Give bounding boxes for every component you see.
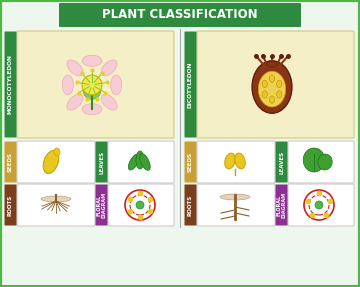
FancyBboxPatch shape	[185, 185, 197, 226]
Ellipse shape	[235, 153, 245, 169]
Ellipse shape	[303, 148, 325, 172]
Text: DICOTYLEDON: DICOTYLEDON	[188, 61, 193, 108]
Ellipse shape	[318, 154, 332, 170]
Circle shape	[136, 201, 144, 209]
Ellipse shape	[111, 75, 122, 95]
Text: SEEDS: SEEDS	[188, 152, 193, 172]
Ellipse shape	[262, 80, 267, 88]
Ellipse shape	[140, 154, 150, 170]
Ellipse shape	[267, 61, 277, 67]
FancyBboxPatch shape	[185, 32, 197, 137]
Ellipse shape	[54, 148, 60, 156]
FancyBboxPatch shape	[17, 31, 174, 138]
Ellipse shape	[67, 94, 83, 110]
FancyBboxPatch shape	[288, 184, 354, 226]
Circle shape	[82, 75, 102, 95]
FancyBboxPatch shape	[275, 185, 288, 226]
Circle shape	[315, 201, 323, 209]
Ellipse shape	[262, 91, 267, 98]
Ellipse shape	[269, 75, 275, 82]
Ellipse shape	[128, 154, 140, 170]
Text: FLORAL
DIAGRAM: FLORAL DIAGRAM	[96, 192, 107, 218]
Ellipse shape	[220, 194, 250, 200]
FancyBboxPatch shape	[197, 141, 275, 183]
Ellipse shape	[225, 153, 235, 169]
Text: ROOTS: ROOTS	[188, 194, 193, 216]
Ellipse shape	[82, 104, 102, 115]
Text: FLORAL
DIAGRAM: FLORAL DIAGRAM	[276, 192, 287, 218]
Circle shape	[83, 82, 101, 99]
FancyBboxPatch shape	[95, 185, 108, 226]
FancyBboxPatch shape	[4, 141, 17, 183]
Text: SEEDS: SEEDS	[8, 152, 13, 172]
Ellipse shape	[43, 150, 59, 174]
FancyBboxPatch shape	[288, 141, 354, 183]
FancyBboxPatch shape	[4, 185, 17, 226]
Ellipse shape	[136, 151, 144, 169]
Ellipse shape	[101, 60, 117, 76]
Ellipse shape	[41, 196, 71, 202]
Ellipse shape	[258, 71, 285, 107]
FancyBboxPatch shape	[59, 3, 301, 27]
Ellipse shape	[82, 55, 102, 66]
FancyBboxPatch shape	[108, 141, 174, 183]
Text: PLANT CLASSIFICATION: PLANT CLASSIFICATION	[102, 9, 258, 22]
FancyBboxPatch shape	[4, 32, 17, 137]
FancyBboxPatch shape	[17, 141, 95, 183]
FancyBboxPatch shape	[17, 184, 95, 226]
FancyBboxPatch shape	[197, 31, 354, 138]
Ellipse shape	[252, 61, 292, 113]
FancyBboxPatch shape	[108, 184, 174, 226]
FancyBboxPatch shape	[197, 184, 275, 226]
FancyBboxPatch shape	[275, 141, 288, 183]
Text: LEAVES: LEAVES	[279, 150, 284, 174]
Ellipse shape	[101, 94, 117, 110]
Text: MONOCOTYLEDON: MONOCOTYLEDON	[8, 55, 13, 115]
Text: LEAVES: LEAVES	[99, 150, 104, 174]
Ellipse shape	[276, 91, 282, 98]
Ellipse shape	[269, 96, 275, 103]
Ellipse shape	[67, 60, 83, 76]
Ellipse shape	[62, 75, 73, 95]
Ellipse shape	[276, 80, 282, 88]
FancyBboxPatch shape	[185, 141, 197, 183]
Text: ROOTS: ROOTS	[8, 194, 13, 216]
FancyBboxPatch shape	[95, 141, 108, 183]
